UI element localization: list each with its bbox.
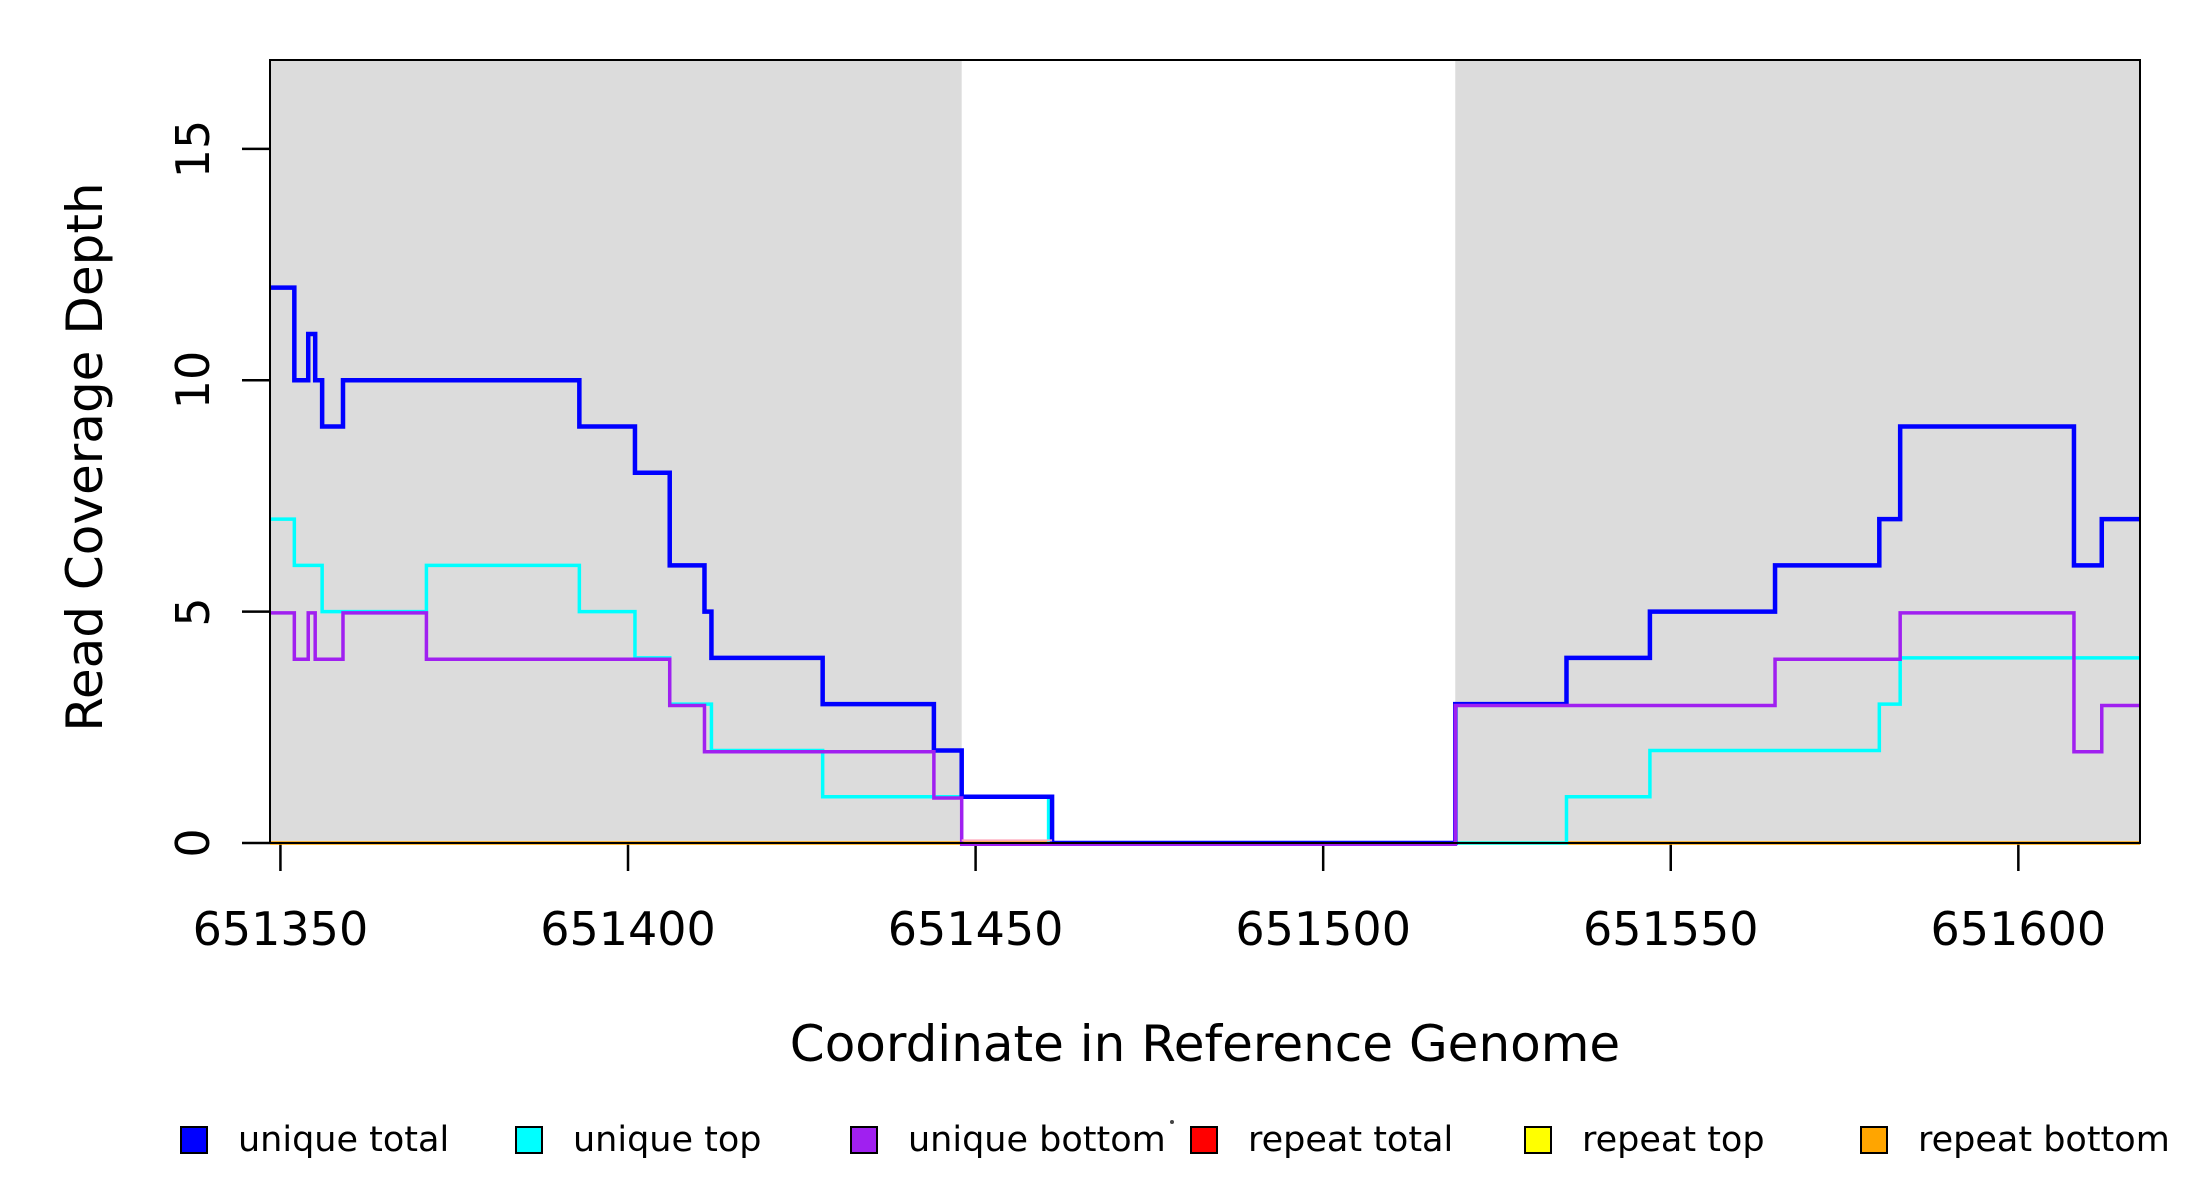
x-tick-label-651550: 651550 — [1582, 902, 1759, 956]
stray-dot — [1170, 1120, 1174, 1124]
legend-swatch-repeat-bottom — [1860, 1126, 1888, 1154]
legend-label: unique bottom — [908, 1120, 1166, 1160]
legend-swatch-unique-total — [180, 1126, 208, 1154]
x-tick-label-651450: 651450 — [887, 902, 1064, 956]
legend-swatch-unique-top — [515, 1126, 543, 1154]
x-tick-label-651500: 651500 — [1235, 902, 1411, 956]
legend-item-unique-bottom: unique bottom — [850, 1120, 1166, 1160]
legend-label: repeat top — [1582, 1120, 1765, 1160]
x-tick-label-651350: 651350 — [192, 902, 369, 956]
legend-item-repeat-top: repeat top — [1524, 1120, 1765, 1160]
x-tick-label-651600: 651600 — [1930, 902, 2107, 956]
legend-swatch-repeat-top — [1524, 1126, 1552, 1154]
legend-label: unique top — [573, 1120, 762, 1160]
legend-item-unique-total: unique total — [180, 1120, 450, 1160]
x-tick-label-651400: 651400 — [540, 902, 716, 956]
legend-swatch-unique-bottom — [850, 1126, 878, 1154]
legend-label: repeat total — [1248, 1120, 1454, 1160]
legend-label: repeat bottom — [1918, 1120, 2170, 1160]
y-tick-label-15: 15 — [166, 119, 220, 179]
y-tick-label-0: 0 — [166, 828, 220, 858]
legend-swatch-repeat-total — [1190, 1126, 1218, 1154]
legend-item-repeat-total: repeat total — [1190, 1120, 1454, 1160]
y-axis-title: Read Coverage Depth — [56, 182, 114, 732]
y-tick-label-5: 5 — [166, 596, 220, 627]
x-axis-title: Coordinate in Reference Genome — [789, 1015, 1621, 1073]
legend-item-unique-top: unique top — [515, 1120, 762, 1160]
legend-label: unique total — [238, 1120, 450, 1160]
legend-item-repeat-bottom: repeat bottom — [1860, 1120, 2170, 1160]
y-tick-label-10: 10 — [166, 350, 220, 410]
